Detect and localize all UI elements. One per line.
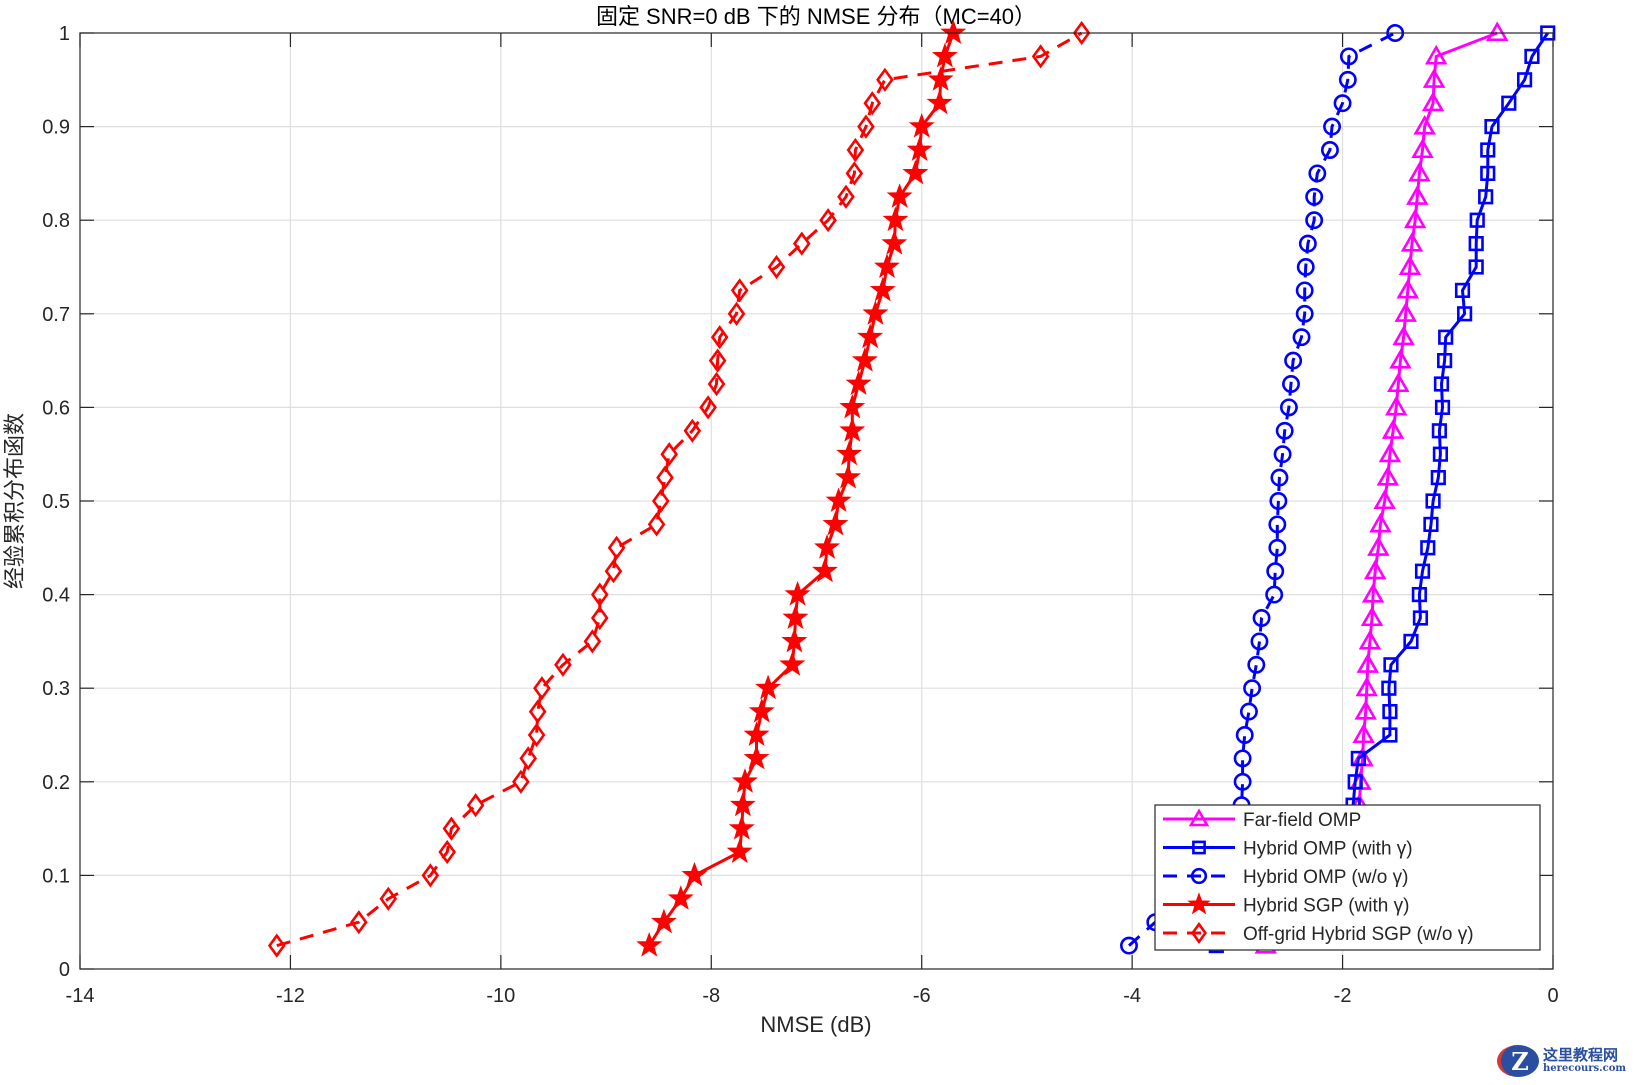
legend-item: Hybrid OMP (w/o γ) bbox=[1163, 867, 1408, 888]
x-tick-label: -10 bbox=[486, 985, 515, 1007]
series-layer bbox=[267, 19, 1556, 958]
y-tick-label: 1 bbox=[59, 23, 70, 45]
y-tick-label: 0.3 bbox=[42, 678, 70, 700]
legend-item: Far-field OMP bbox=[1163, 808, 1361, 831]
legend-label: Hybrid SGP (with γ) bbox=[1243, 896, 1409, 917]
y-tick-label: 0 bbox=[59, 959, 70, 981]
y-axis-label: 经验累积分布函数 bbox=[2, 413, 27, 589]
watermark-text-cn: 这里教程网 bbox=[1542, 1045, 1618, 1064]
watermark-text-en: herecours.com bbox=[1542, 1062, 1626, 1074]
axis-ticks: -14 -12 -10 -8 -6 -4 -2 0 0 0.1 0.2 0.3 0.4 0.5 0.6 0.7… bbox=[42, 23, 1558, 1007]
x-tick-label: -12 bbox=[276, 985, 305, 1007]
legend-label: Far-field OMP bbox=[1243, 810, 1361, 831]
y-tick-label: 0.5 bbox=[42, 491, 70, 513]
x-tick-label: -6 bbox=[913, 985, 931, 1007]
x-tick-label: -14 bbox=[66, 985, 95, 1007]
chart-title: 固定 SNR=0 dB 下的 NMSE 分布（MC=40） bbox=[596, 4, 1036, 29]
series-line bbox=[647, 32, 955, 947]
x-axis-label: NMSE (dB) bbox=[760, 1012, 871, 1037]
legend-item: Hybrid SGP (with γ) bbox=[1163, 892, 1409, 917]
series-3 bbox=[636, 19, 967, 957]
y-tick-label: 0.8 bbox=[42, 210, 70, 232]
series-line bbox=[1265, 31, 1498, 948]
x-tick-label: -4 bbox=[1123, 985, 1141, 1007]
series-4 bbox=[267, 20, 1091, 958]
legend-item: Off-grid Hybrid SGP (w/o γ) bbox=[1163, 921, 1474, 945]
legend-item: Hybrid OMP (with γ) bbox=[1163, 839, 1413, 860]
y-tick-label: 0.1 bbox=[42, 865, 70, 887]
series-line bbox=[1215, 32, 1549, 948]
legend: Far-field OMP Hybrid OMP (with γ) Hybrid O… bbox=[1154, 804, 1541, 951]
y-tick-label: 0.7 bbox=[42, 304, 70, 326]
legend-label: Hybrid OMP (w/o γ) bbox=[1243, 867, 1408, 888]
y-tick-label: 0.2 bbox=[42, 772, 70, 794]
series-line bbox=[276, 31, 1083, 948]
x-tick-label: 0 bbox=[1547, 985, 1558, 1007]
series-line bbox=[1128, 31, 1396, 947]
x-tick-label: -2 bbox=[1334, 985, 1352, 1007]
legend-label: Hybrid OMP (with γ) bbox=[1243, 839, 1413, 860]
watermark: Z 这里教程网 herecours.com bbox=[1496, 1045, 1626, 1077]
y-tick-label: 0.9 bbox=[42, 117, 70, 139]
legend-label: Off-grid Hybrid SGP (w/o γ) bbox=[1243, 924, 1474, 945]
x-tick-label: -8 bbox=[702, 985, 720, 1007]
y-tick-label: 0.4 bbox=[42, 585, 70, 607]
y-tick-label: 0.6 bbox=[42, 397, 70, 419]
watermark-logo-icon: Z bbox=[1496, 1045, 1539, 1077]
